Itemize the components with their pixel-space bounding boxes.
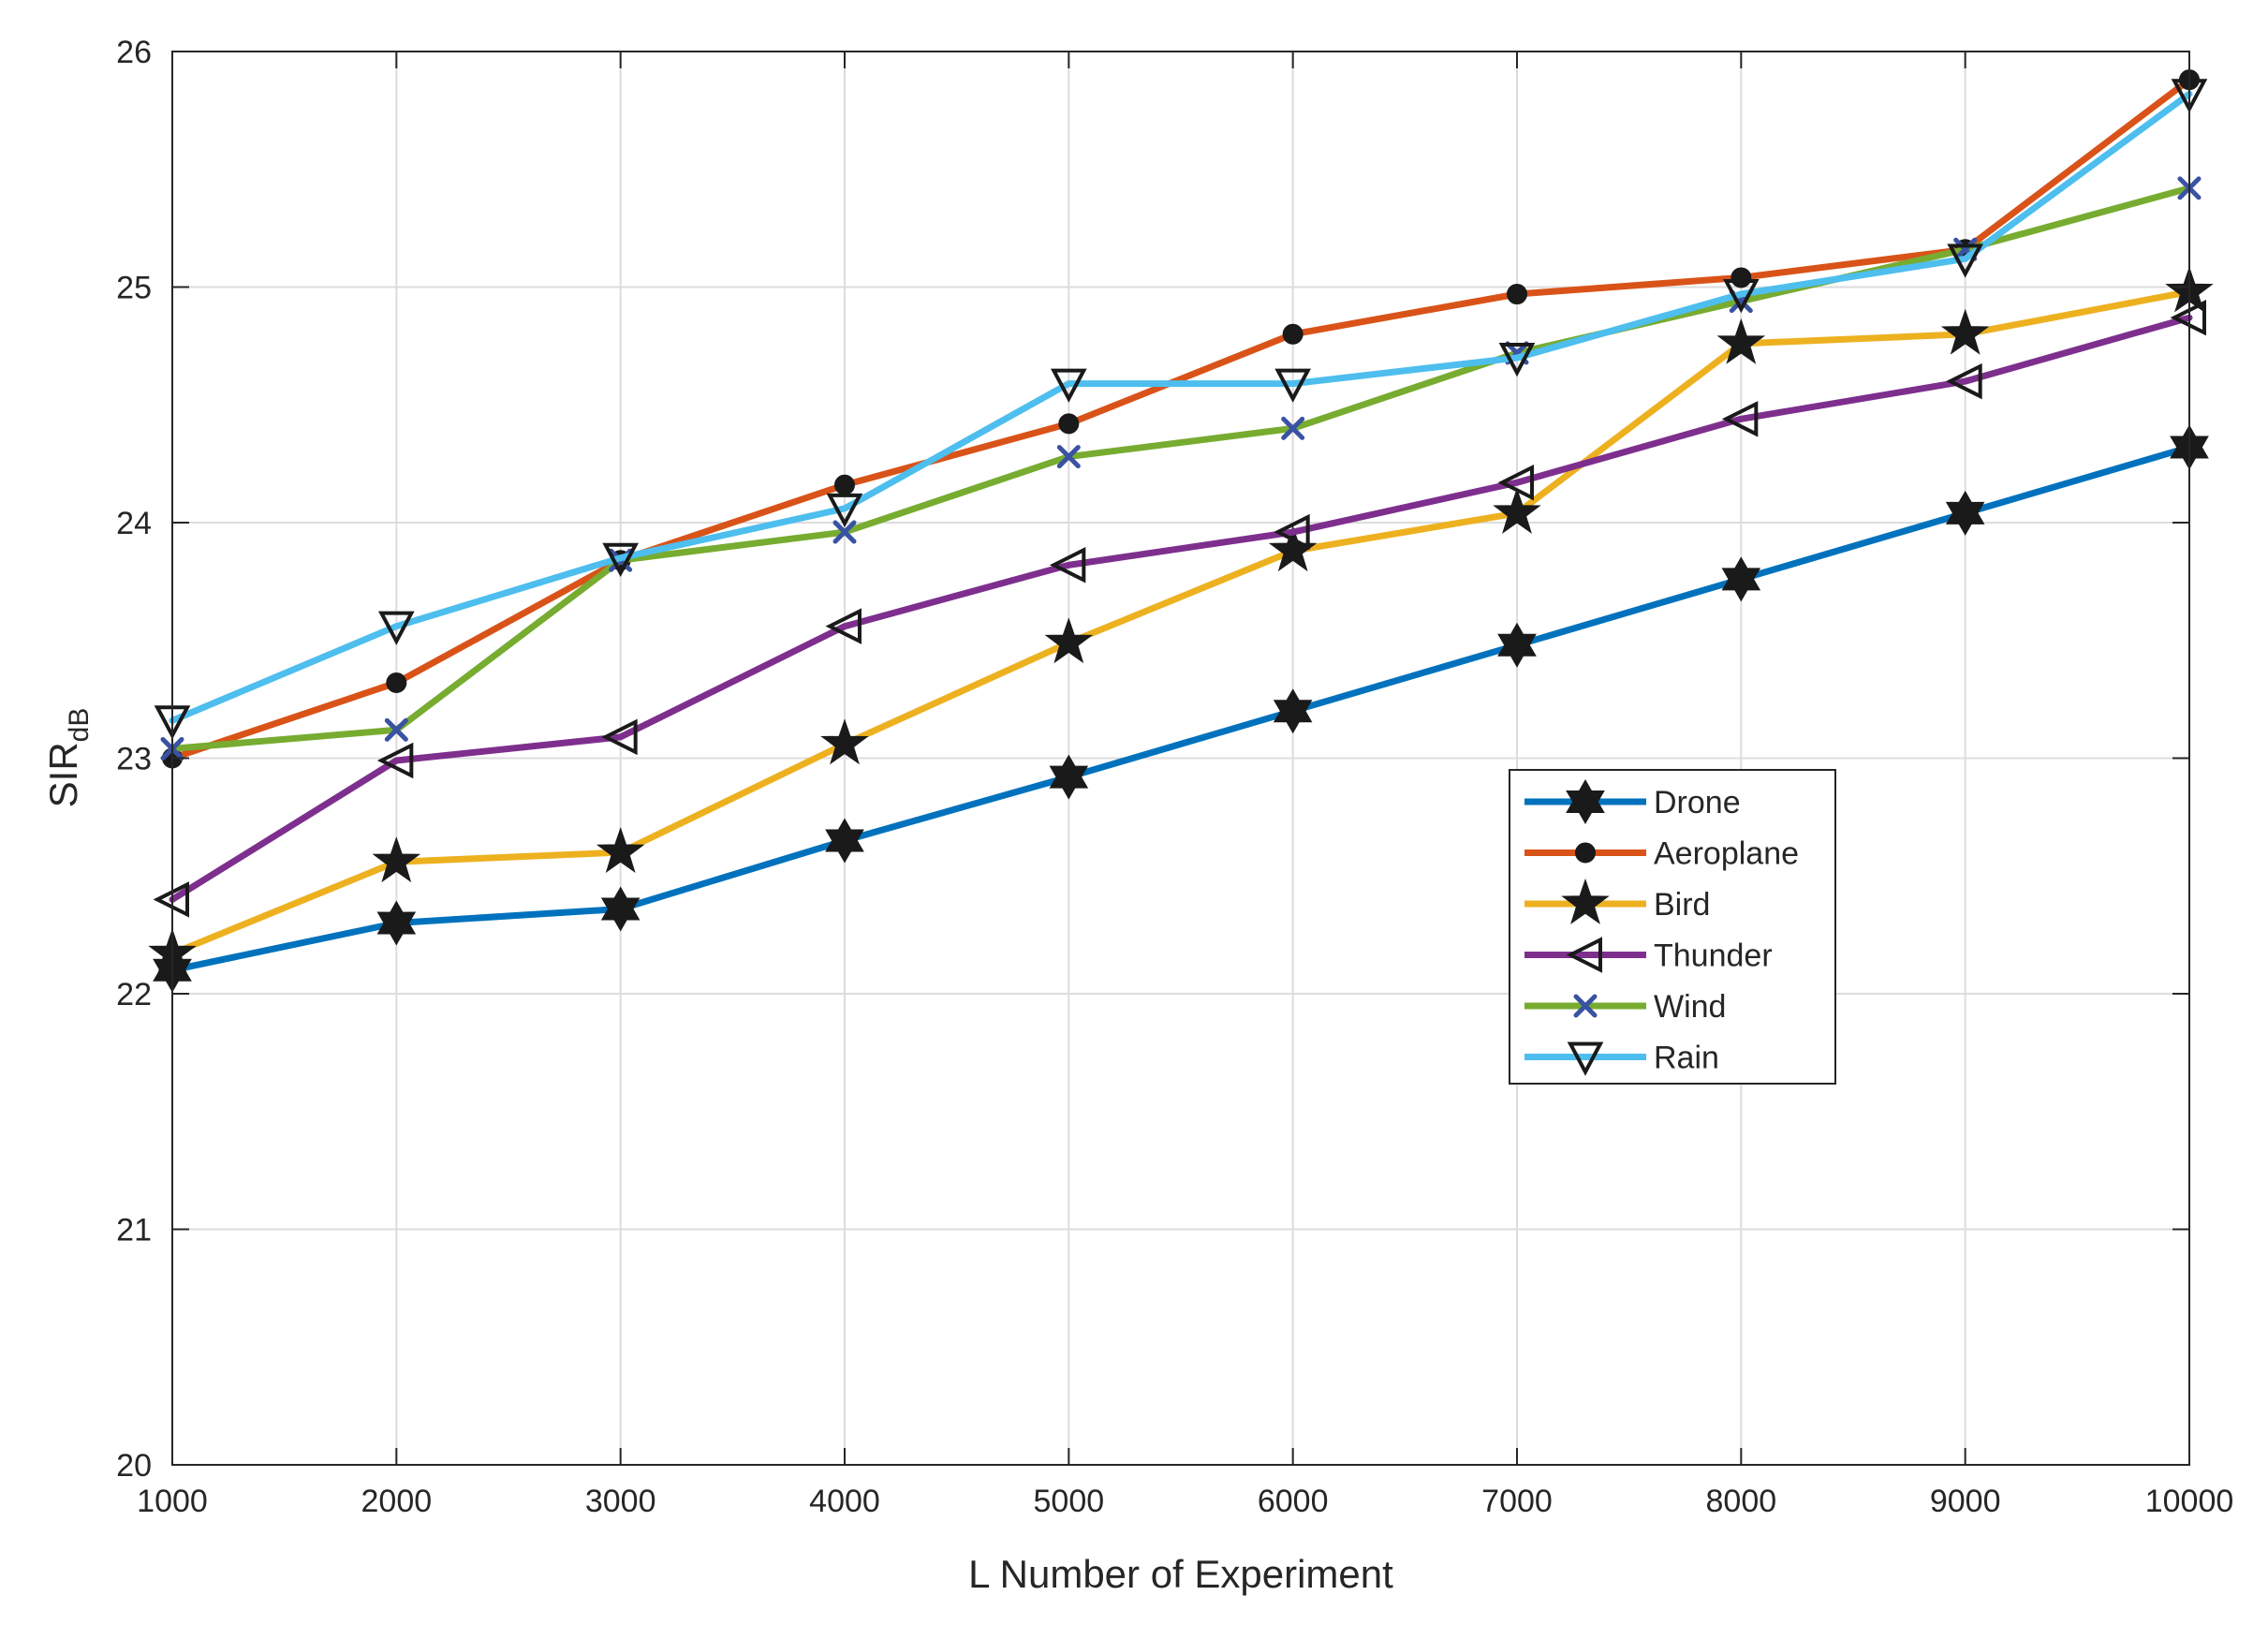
legend-item-aeroplane: Aeroplane [1524, 836, 1799, 872]
data-point-drone [1721, 556, 1761, 602]
data-point-drone [1049, 754, 1089, 800]
series-line-bird [169, 288, 2193, 957]
data-point-bird [820, 718, 869, 765]
data-point-drone [1273, 688, 1313, 734]
x-tick-label: 1000 [137, 1484, 208, 1519]
y-tick-label: 20 [116, 1448, 152, 1484]
legend-item-thunder: Thunder [1524, 937, 1773, 974]
legend-marker-bird [1561, 878, 1610, 924]
data-point-wind [1056, 445, 1081, 469]
data-point-aeroplane [386, 672, 407, 694]
data-point-wind [832, 520, 857, 544]
data-point-thunder [376, 742, 414, 779]
x-tick-label: 4000 [809, 1484, 880, 1519]
x-tick-label: 6000 [1258, 1484, 1329, 1519]
data-point-rain [602, 542, 640, 577]
legend-label: Thunder [1654, 938, 1773, 974]
series-line-drone [169, 444, 2193, 974]
legend-label: Wind [1654, 989, 1726, 1025]
data-point-rain [1274, 368, 1311, 403]
x-tick-label: 10000 [2145, 1484, 2234, 1519]
data-point-thunder [1721, 401, 1759, 437]
data-point-aeroplane [1282, 323, 1303, 345]
legend-box [1509, 769, 1836, 1085]
data-point-thunder [1946, 362, 1982, 400]
x-tick-label: 8000 [1706, 1484, 1777, 1519]
data-point-bird [1493, 487, 1541, 534]
data-point-bird [1716, 318, 1766, 364]
legend-label: Aeroplane [1654, 836, 1799, 872]
legend-item-drone: Drone [1524, 778, 1741, 825]
data-point-bird [1044, 617, 1094, 664]
data-point-rain [1498, 342, 1536, 377]
legend-label: Drone [1654, 785, 1741, 820]
data-point-rain [378, 611, 415, 645]
data-point-thunder [1274, 513, 1310, 551]
data-point-thunder [1049, 547, 1086, 584]
legend-marker-thunder [1566, 937, 1602, 973]
x-tick-label: 7000 [1481, 1484, 1553, 1519]
x-axis-label: L Number of Experiment [968, 1552, 1393, 1596]
series-line-thunder [169, 314, 2193, 903]
y-axis-label-main: SIR [41, 742, 85, 807]
y-tick-label: 22 [116, 977, 152, 1012]
legend-label: Rain [1654, 1041, 1719, 1076]
data-point-wind [384, 717, 408, 742]
y-axis-label-subscript: dB [64, 708, 95, 743]
data-point-thunder [1497, 465, 1534, 501]
data-point-rain [826, 493, 863, 528]
legend-marker-wind [1573, 994, 1598, 1018]
series-layer [148, 69, 2214, 993]
data-point-aeroplane [834, 474, 855, 495]
x-tick-label: 3000 [585, 1484, 656, 1519]
x-tick-label: 5000 [1034, 1484, 1105, 1519]
y-tick-label: 23 [116, 742, 152, 777]
legend: Drone Aeroplane Bird Thunder Wind Rain [1509, 769, 1836, 1085]
data-point-bird [1940, 308, 1990, 355]
y-tick-label: 21 [116, 1213, 152, 1248]
data-point-thunder [825, 608, 862, 644]
y-tick-label: 24 [116, 506, 152, 541]
data-point-aeroplane [1730, 267, 1752, 288]
x-tick-label: 9000 [1930, 1484, 2001, 1519]
legend-marker-rain [1567, 1041, 1604, 1076]
data-point-thunder [601, 718, 638, 756]
series-line-aeroplane [169, 76, 2193, 761]
data-point-aeroplane [1058, 413, 1080, 435]
legend-item-bird: Bird [1524, 878, 1710, 924]
legend-label: Bird [1654, 887, 1710, 923]
series-drone [153, 424, 2209, 993]
data-point-rain [1947, 244, 1984, 278]
axes: 1000 2000 3000 4000 5000 6000 7000 8000 9000 1000… [116, 35, 2233, 1519]
data-point-rain [1723, 279, 1760, 314]
data-point-aeroplane [1507, 284, 1527, 305]
x-tick-label: 2000 [361, 1484, 433, 1519]
legend-marker-drone [1566, 778, 1605, 825]
legend-marker-aeroplane [1575, 842, 1596, 864]
legend-item-wind: Wind [1524, 989, 1726, 1025]
y-axis-label: SIRdB [41, 708, 95, 808]
data-point-drone [825, 818, 864, 864]
series-line-rain [169, 90, 2193, 724]
data-point-bird [372, 836, 421, 883]
data-point-rain [1051, 368, 1087, 403]
data-point-bird [596, 827, 645, 873]
legend-item-rain: Rain [1524, 1041, 1719, 1076]
y-tick-label: 25 [116, 271, 152, 306]
data-point-drone [1497, 622, 1537, 668]
y-tick-label: 26 [116, 35, 152, 70]
data-point-drone [600, 886, 641, 932]
data-point-drone [376, 900, 417, 946]
data-point-wind [1281, 416, 1305, 440]
data-point-drone [1945, 490, 1985, 536]
